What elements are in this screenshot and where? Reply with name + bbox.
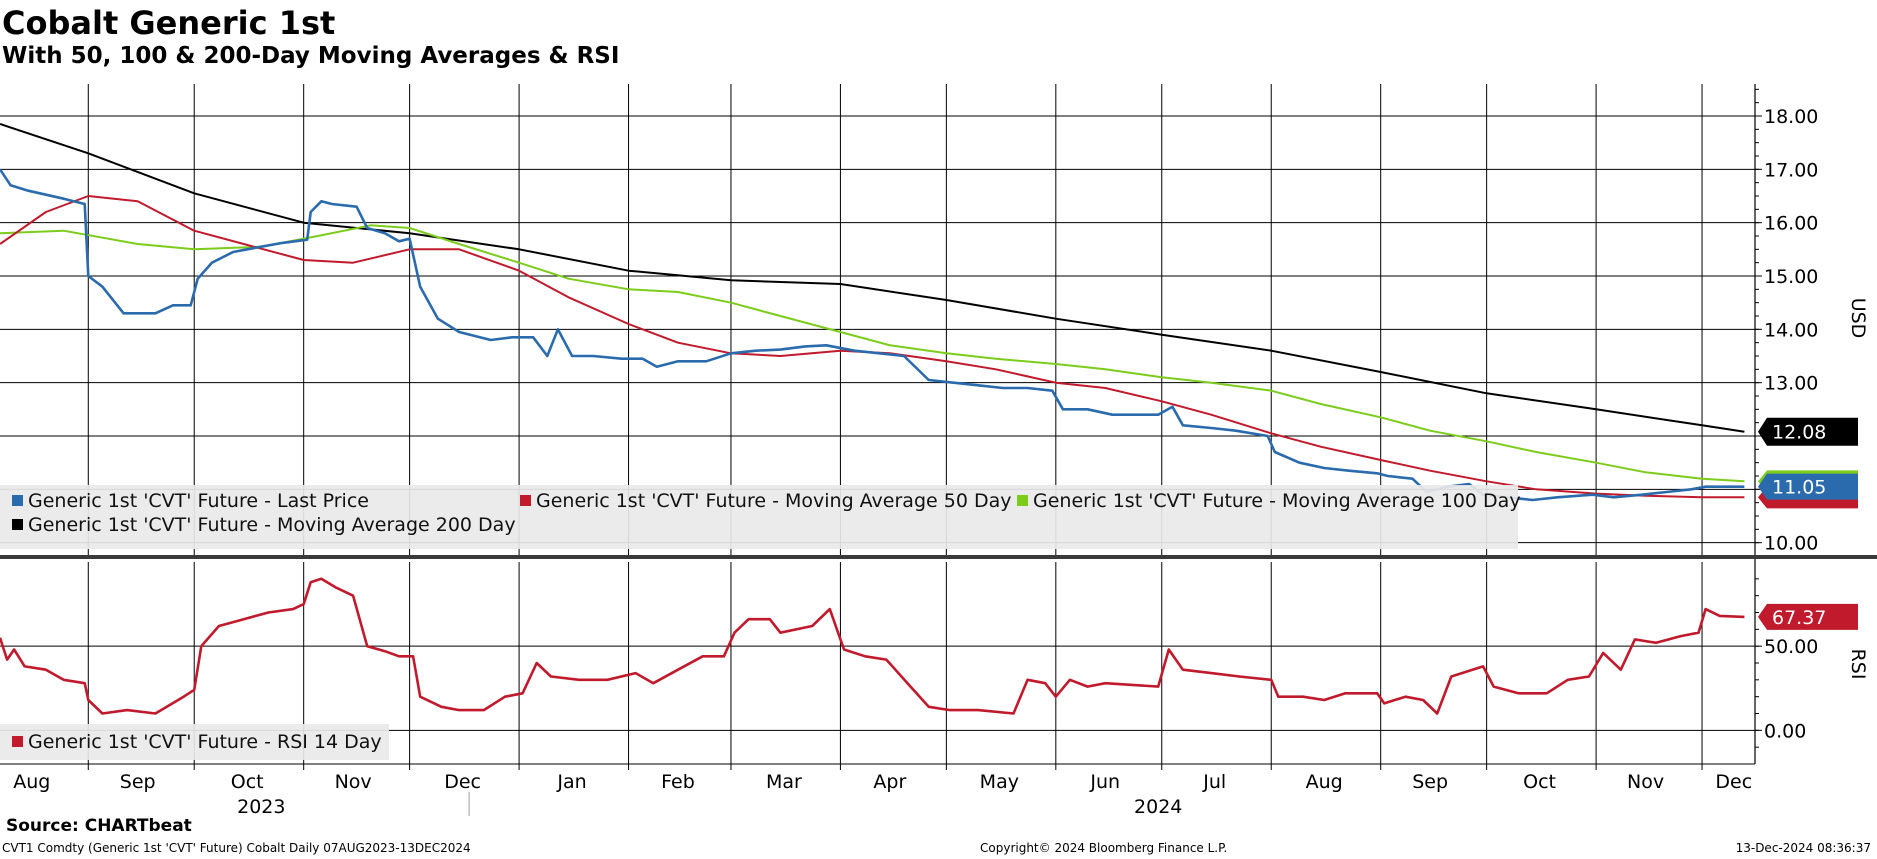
x-month-label: Dec: [1715, 771, 1752, 793]
x-month-label: Aug: [13, 771, 50, 793]
x-year-label: 2023: [237, 796, 285, 818]
price-y-tick-label: 14.00: [1764, 319, 1818, 341]
last-price-value-tag-label: 11.05: [1772, 477, 1826, 499]
source-line: Source: CHARTbeat: [6, 816, 192, 836]
title-block: Cobalt Generic 1st With 50, 100 & 200-Da…: [2, 0, 619, 70]
x-month-label: Jun: [1089, 771, 1120, 793]
tag-layer: 11.05 12.08 67.37: [1758, 417, 1858, 630]
panel-separator: [0, 555, 1877, 559]
footer-timestamp: 13-Dec-2024 08:36:37: [1735, 841, 1871, 855]
series-line-ma200: [0, 123, 1745, 433]
price-y-tick-label: 16.00: [1764, 213, 1818, 235]
x-month-label: Sep: [120, 771, 156, 793]
series-line-last-price: [0, 168, 1745, 502]
rsi-y-tick-label: 0.00: [1764, 720, 1806, 742]
x-month-label: Oct: [231, 771, 264, 793]
x-year-label: 2024: [1134, 796, 1182, 818]
price-y-tick-label: 13.00: [1764, 373, 1818, 395]
price-y-axis-label: USD: [1847, 298, 1869, 339]
chart-title: Cobalt Generic 1st: [2, 4, 336, 42]
series-layer: [0, 123, 1745, 715]
x-month-label: Feb: [661, 771, 695, 793]
legend-swatch: [520, 495, 531, 506]
x-month-label: Nov: [335, 771, 372, 793]
x-month-label: Aug: [1306, 771, 1343, 793]
legend-label: Generic 1st 'CVT' Future - Moving Averag…: [28, 514, 516, 536]
x-month-label: Dec: [444, 771, 481, 793]
legend-layer: Generic 1st 'CVT' Future - Last Price Gen…: [0, 485, 1521, 760]
x-month-label: Jul: [1202, 771, 1226, 793]
legend-swatch: [12, 495, 23, 506]
legend-swatch: [12, 736, 23, 747]
ma200-value-tag-label: 12.08: [1772, 422, 1826, 444]
x-month-label: Sep: [1412, 771, 1448, 793]
legend-swatch: [12, 519, 23, 530]
legend-label: Generic 1st 'CVT' Future - Last Price: [28, 490, 369, 512]
rsi-value-tag-label: 67.37: [1772, 607, 1826, 629]
series-line-rsi: [0, 577, 1745, 715]
legend-swatch: [1017, 495, 1028, 506]
x-month-label: Jan: [556, 771, 586, 793]
footer-copyright: Copyright© 2024 Bloomberg Finance L.P.: [980, 841, 1228, 855]
rsi-y-axis-label: RSI: [1847, 649, 1869, 680]
ma200-value-tag: [1758, 417, 1858, 446]
rsi-y-tick-label: 50.00: [1764, 636, 1818, 658]
legend-label: Generic 1st 'CVT' Future - Moving Averag…: [536, 490, 1011, 512]
legend-label: Generic 1st 'CVT' Future - Moving Averag…: [1033, 490, 1521, 512]
footer-ticker-info: CVT1 Comdty (Generic 1st 'CVT' Future) C…: [2, 841, 471, 855]
price-y-tick-label: 10.00: [1764, 533, 1818, 555]
x-month-label: Mar: [766, 771, 802, 793]
chart-subtitle: With 50, 100 & 200-Day Moving Averages &…: [2, 43, 620, 69]
x-month-label: May: [980, 771, 1019, 793]
x-month-label: Apr: [873, 771, 906, 793]
x-month-label: Oct: [1523, 771, 1556, 793]
x-month-label: Nov: [1627, 771, 1664, 793]
price-y-tick-label: 18.00: [1764, 106, 1818, 128]
chart-canvas: 10.0011.0012.0013.0014.0015.0016.0017.00…: [0, 84, 1877, 818]
rsi-value-tag: [1758, 603, 1858, 630]
legend-label: Generic 1st 'CVT' Future - RSI 14 Day: [28, 731, 382, 753]
series-line-ma100: [0, 224, 1745, 483]
last-price-value-tag: [1758, 473, 1858, 500]
price-legend-box: [0, 485, 1518, 549]
grid-layer: [0, 84, 1755, 770]
price-y-tick-label: 15.00: [1764, 266, 1818, 288]
series-line-ma50: [0, 195, 1745, 499]
rsi-legend-box: [0, 724, 389, 760]
price-y-tick-label: 17.00: [1764, 159, 1818, 181]
